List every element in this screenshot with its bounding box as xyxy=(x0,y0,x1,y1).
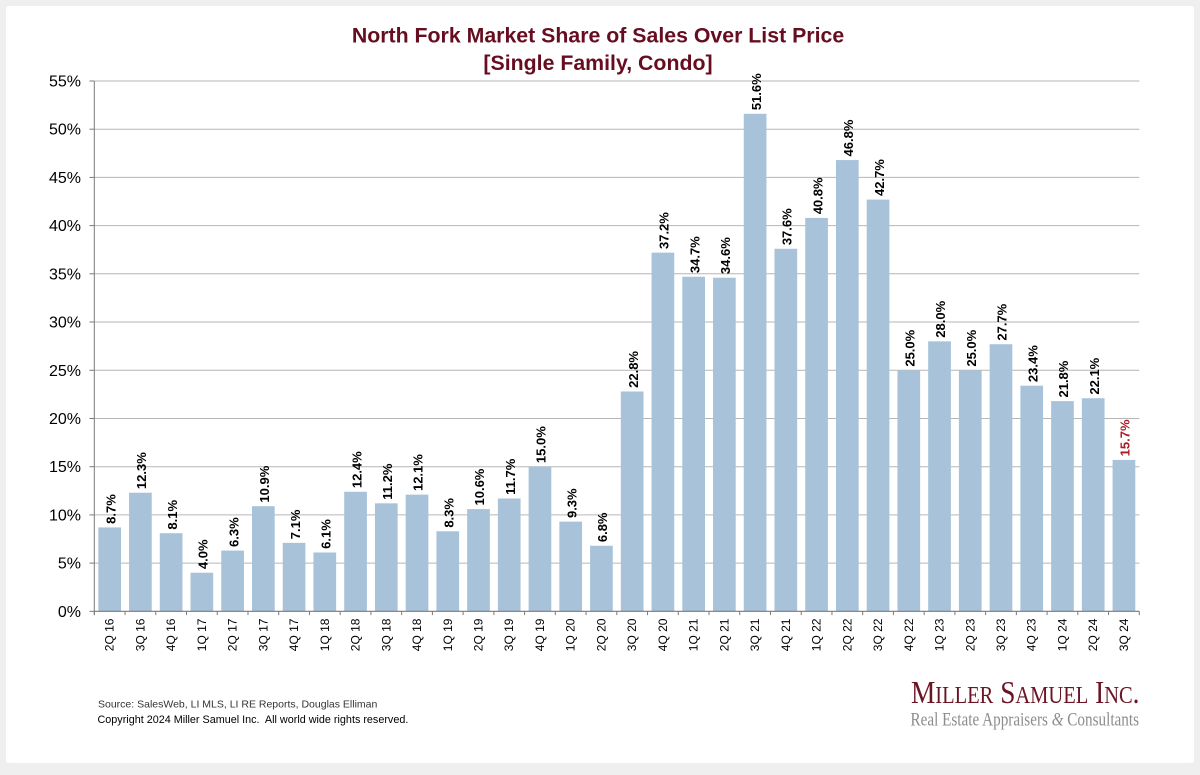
svg-text:5%: 5% xyxy=(58,556,81,573)
svg-text:12.3%: 12.3% xyxy=(134,452,149,489)
svg-text:46.8%: 46.8% xyxy=(841,119,856,156)
svg-text:1Q 17: 1Q 17 xyxy=(195,618,209,651)
svg-text:3Q 17: 3Q 17 xyxy=(256,618,270,651)
svg-text:2Q 18: 2Q 18 xyxy=(349,618,363,651)
svg-text:34.6%: 34.6% xyxy=(718,237,733,274)
svg-text:3Q 23: 3Q 23 xyxy=(994,618,1008,651)
svg-text:2Q 24: 2Q 24 xyxy=(1086,618,1100,651)
svg-text:40.8%: 40.8% xyxy=(810,177,825,214)
svg-text:34.7%: 34.7% xyxy=(687,236,702,273)
svg-text:15.7%: 15.7% xyxy=(1118,419,1133,456)
svg-text:15.0%: 15.0% xyxy=(534,426,549,463)
svg-text:23.4%: 23.4% xyxy=(1025,345,1040,382)
svg-text:12.4%: 12.4% xyxy=(349,451,364,488)
svg-text:3Q 16: 3Q 16 xyxy=(133,618,147,651)
svg-text:3Q 19: 3Q 19 xyxy=(502,618,516,651)
svg-text:[Single Family, Condo]: [Single Family, Condo] xyxy=(483,51,712,75)
svg-text:37.6%: 37.6% xyxy=(780,208,795,245)
svg-text:8.7%: 8.7% xyxy=(103,494,118,524)
svg-text:4Q 20: 4Q 20 xyxy=(656,618,670,651)
svg-text:1Q 18: 1Q 18 xyxy=(318,618,332,651)
svg-text:1Q 24: 1Q 24 xyxy=(1055,618,1069,651)
svg-text:4Q 17: 4Q 17 xyxy=(287,618,301,651)
svg-text:2Q 21: 2Q 21 xyxy=(717,618,731,651)
svg-text:Source: SalesWeb, LI MLS, LI R: Source: SalesWeb, LI MLS, LI RE Reports,… xyxy=(98,699,378,711)
svg-text:10%: 10% xyxy=(49,507,81,524)
svg-text:2Q 17: 2Q 17 xyxy=(226,618,240,651)
svg-text:2Q 22: 2Q 22 xyxy=(840,618,854,651)
svg-text:42.7%: 42.7% xyxy=(872,159,887,196)
svg-text:15%: 15% xyxy=(49,459,81,476)
svg-text:30%: 30% xyxy=(49,315,81,332)
svg-text:6.8%: 6.8% xyxy=(595,512,610,542)
svg-text:0%: 0% xyxy=(58,604,81,621)
svg-text:3Q 24: 3Q 24 xyxy=(1117,618,1131,651)
svg-text:40%: 40% xyxy=(49,218,81,235)
svg-text:50%: 50% xyxy=(49,122,81,139)
svg-text:4.0%: 4.0% xyxy=(196,539,211,569)
svg-text:22.8%: 22.8% xyxy=(626,351,641,388)
svg-text:22.1%: 22.1% xyxy=(1087,357,1102,394)
svg-text:Copyright 2024 Miller Samuel I: Copyright 2024 Miller Samuel Inc. All wo… xyxy=(98,714,409,726)
svg-text:1Q 19: 1Q 19 xyxy=(441,618,455,651)
svg-text:2Q 20: 2Q 20 xyxy=(594,618,608,651)
svg-text:45%: 45% xyxy=(49,170,81,187)
svg-text:3Q 20: 3Q 20 xyxy=(625,618,639,651)
svg-text:2Q 23: 2Q 23 xyxy=(963,618,977,651)
svg-text:35%: 35% xyxy=(49,266,81,283)
svg-text:25.0%: 25.0% xyxy=(964,329,979,366)
svg-text:North Fork Market Share of Sal: North Fork Market Share of Sales Over Li… xyxy=(352,24,845,48)
svg-text:6.1%: 6.1% xyxy=(319,519,334,549)
svg-text:1Q 22: 1Q 22 xyxy=(810,618,824,651)
svg-text:10.6%: 10.6% xyxy=(472,468,487,505)
svg-text:10.9%: 10.9% xyxy=(257,465,272,502)
svg-text:3Q 21: 3Q 21 xyxy=(748,618,762,651)
svg-text:2Q 19: 2Q 19 xyxy=(471,618,485,651)
svg-text:6.3%: 6.3% xyxy=(226,517,241,547)
svg-text:55%: 55% xyxy=(49,74,81,91)
svg-text:37.2%: 37.2% xyxy=(657,212,672,249)
svg-text:7.1%: 7.1% xyxy=(288,509,303,539)
svg-text:28.0%: 28.0% xyxy=(933,300,948,337)
svg-text:1Q 21: 1Q 21 xyxy=(687,618,701,651)
svg-text:27.7%: 27.7% xyxy=(995,303,1010,340)
svg-text:51.6%: 51.6% xyxy=(749,73,764,110)
svg-text:8.3%: 8.3% xyxy=(441,498,456,528)
svg-text:21.8%: 21.8% xyxy=(1056,360,1071,397)
svg-text:3Q 18: 3Q 18 xyxy=(379,618,393,651)
svg-text:12.1%: 12.1% xyxy=(411,454,426,491)
svg-text:1Q 23: 1Q 23 xyxy=(933,618,947,651)
svg-text:11.2%: 11.2% xyxy=(380,463,395,500)
svg-text:11.7%: 11.7% xyxy=(503,458,518,495)
svg-text:1Q 20: 1Q 20 xyxy=(564,618,578,651)
svg-text:9.3%: 9.3% xyxy=(564,488,579,518)
svg-text:4Q 19: 4Q 19 xyxy=(533,618,547,651)
svg-text:20%: 20% xyxy=(49,411,81,428)
svg-text:4Q 23: 4Q 23 xyxy=(1025,618,1039,651)
svg-text:3Q 22: 3Q 22 xyxy=(871,618,885,651)
svg-text:4Q 21: 4Q 21 xyxy=(779,618,793,651)
svg-text:4Q 18: 4Q 18 xyxy=(410,618,424,651)
svg-text:25.0%: 25.0% xyxy=(902,329,917,366)
svg-text:4Q 16: 4Q 16 xyxy=(164,618,178,651)
svg-text:2Q 16: 2Q 16 xyxy=(103,618,117,651)
svg-text:25%: 25% xyxy=(49,363,81,380)
svg-text:4Q 22: 4Q 22 xyxy=(902,618,916,651)
svg-text:Real Estate Appraisers & Consu: Real Estate Appraisers & Consultants xyxy=(911,709,1140,730)
svg-text:8.1%: 8.1% xyxy=(165,500,180,530)
